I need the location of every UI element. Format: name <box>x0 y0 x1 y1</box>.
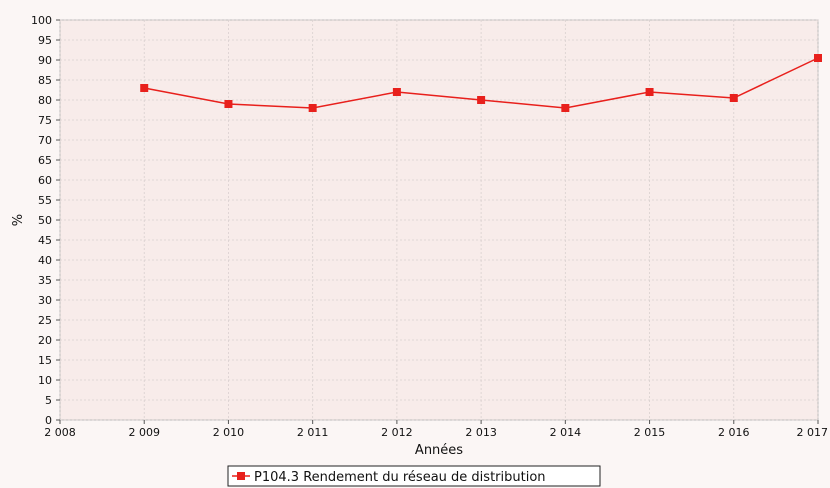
x-tick-label: 2 016 <box>718 426 750 439</box>
y-tick-label: 65 <box>38 154 52 167</box>
x-tick-label: 2 009 <box>128 426 160 439</box>
y-tick-label: 50 <box>38 214 52 227</box>
data-point <box>392 88 401 96</box>
x-tick-label: 2 015 <box>634 426 666 439</box>
x-tick-label: 2 012 <box>381 426 413 439</box>
y-tick-label: 95 <box>38 34 52 47</box>
y-tick-label: 10 <box>38 374 52 387</box>
x-tick-label: 2 008 <box>44 426 76 439</box>
x-tick-label: 2 017 <box>797 426 829 439</box>
y-tick-label: 35 <box>38 274 52 287</box>
data-point <box>224 100 233 108</box>
x-tick-label: 2 014 <box>550 426 582 439</box>
y-tick-label: 85 <box>38 74 52 87</box>
legend-box <box>227 465 601 487</box>
legend: P104.3 Rendement du réseau de distributi… <box>227 465 601 487</box>
x-tick-label: 2 010 <box>213 426 245 439</box>
y-tick-label: 0 <box>45 414 52 427</box>
y-tick-label: 30 <box>38 294 52 307</box>
y-tick-label: 45 <box>38 234 52 247</box>
y-tick-label: 60 <box>38 174 52 187</box>
data-point <box>561 104 570 112</box>
y-tick-label: 25 <box>38 314 52 327</box>
y-tick-label: 5 <box>45 394 52 407</box>
legend-marker-swatch <box>237 472 245 480</box>
axes: 0 5 10 15 20 25 30 35 40 45 50 55 60 65 70 75 80 85 90 95 10… <box>31 14 828 439</box>
y-tick-label: 100 <box>31 14 52 27</box>
x-tick-label: 2 011 <box>297 426 329 439</box>
legend-label: P104.3 Rendement du réseau de distributi… <box>254 470 546 485</box>
y-tick-label: 90 <box>38 54 52 67</box>
y-tick-label: 55 <box>38 194 52 207</box>
data-point <box>645 88 654 96</box>
data-point <box>814 54 822 62</box>
y-tick-label: 15 <box>38 354 52 367</box>
data-point <box>308 104 317 112</box>
data-point <box>477 96 486 104</box>
x-axis-title: Années <box>415 443 463 458</box>
data-point <box>729 94 738 102</box>
plot-area <box>59 19 819 421</box>
x-tick-label: 2 013 <box>465 426 497 439</box>
y-tick-label: 40 <box>38 254 52 267</box>
series-layer <box>140 54 822 112</box>
y-axis-title: % <box>11 214 26 226</box>
y-tick-label: 20 <box>38 334 52 347</box>
y-tick-label: 75 <box>38 114 52 127</box>
y-tick-label: 70 <box>38 134 52 147</box>
y-tick-label: 80 <box>38 94 52 107</box>
data-point <box>140 84 149 92</box>
